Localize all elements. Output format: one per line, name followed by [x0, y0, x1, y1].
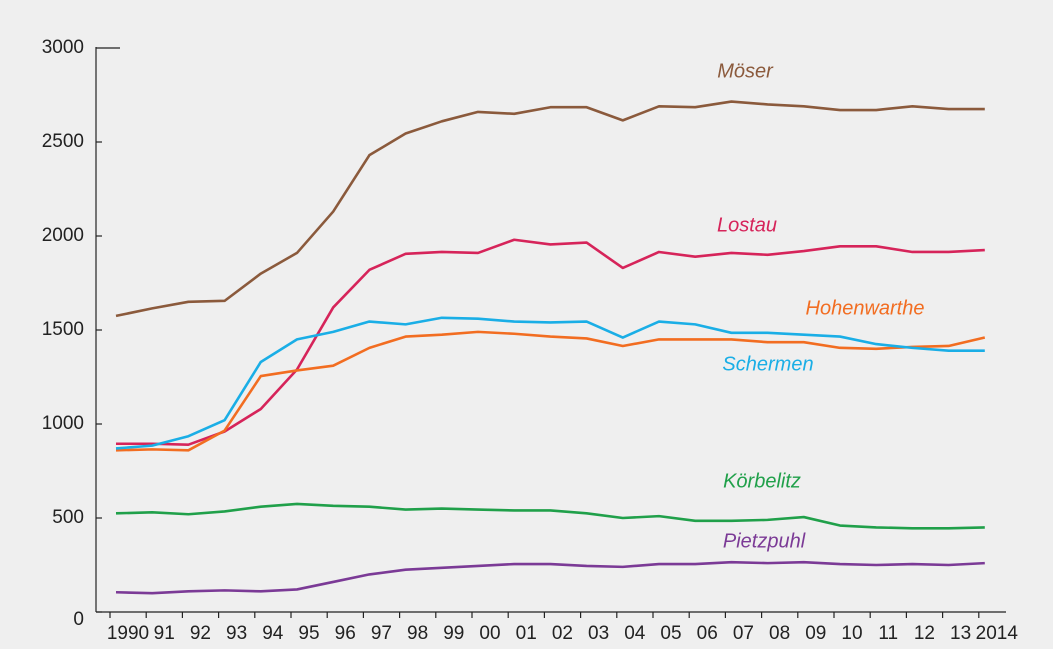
y-tick-label: 1500	[42, 319, 84, 340]
x-tick-label: 10	[841, 623, 862, 644]
y-tick-label: 2500	[42, 131, 84, 152]
series-line	[115, 330, 986, 452]
x-tick-label: 04	[624, 623, 646, 644]
x-tick-label: 06	[697, 623, 718, 644]
x-tick-label: 2014	[976, 623, 1019, 644]
series-line	[115, 502, 985, 530]
y-tick-label: 1000	[42, 413, 84, 434]
x-tick-label: 96	[335, 623, 356, 644]
series-line	[115, 100, 985, 318]
x-tick-label: 91	[154, 623, 175, 644]
x-tick-label: 05	[660, 623, 681, 644]
x-tick-label: 01	[516, 623, 537, 644]
x-tick-label: 00	[479, 623, 500, 644]
x-tick-label: 12	[914, 623, 935, 644]
y-tick-label: 3000	[42, 37, 84, 58]
x-tick-label: 1990	[107, 623, 149, 644]
series-line	[115, 560, 985, 595]
y-tick-label: 500	[52, 507, 84, 528]
series-label: Pietzpuhl	[723, 530, 806, 552]
series-label: Schermen	[722, 353, 813, 375]
x-tick-label: 93	[226, 623, 247, 644]
x-tick-label: 09	[805, 623, 826, 644]
x-tick-label: 99	[443, 623, 464, 644]
series-line	[116, 238, 985, 446]
x-tick-label: 94	[262, 623, 284, 644]
x-tick-label: 98	[407, 623, 428, 644]
x-tick-label: 95	[298, 623, 319, 644]
series-label: Möser	[717, 60, 774, 82]
x-tick-label: 13	[950, 623, 971, 644]
x-tick-label: 92	[190, 623, 211, 644]
series-label: Lostau	[717, 214, 777, 236]
x-tick-label: 08	[769, 623, 790, 644]
series-label: Körbelitz	[723, 470, 801, 492]
x-tick-label: 02	[552, 623, 573, 644]
y-tick-label: 2000	[42, 225, 84, 246]
x-tick-label: 03	[588, 623, 609, 644]
x-tick-label: 11	[878, 623, 898, 644]
y-tick-label: 0	[73, 609, 84, 630]
series-label: Hohenwarthe	[806, 297, 925, 319]
x-tick-label: 07	[733, 623, 754, 644]
series-line	[115, 316, 985, 450]
x-tick-label: 97	[371, 623, 392, 644]
